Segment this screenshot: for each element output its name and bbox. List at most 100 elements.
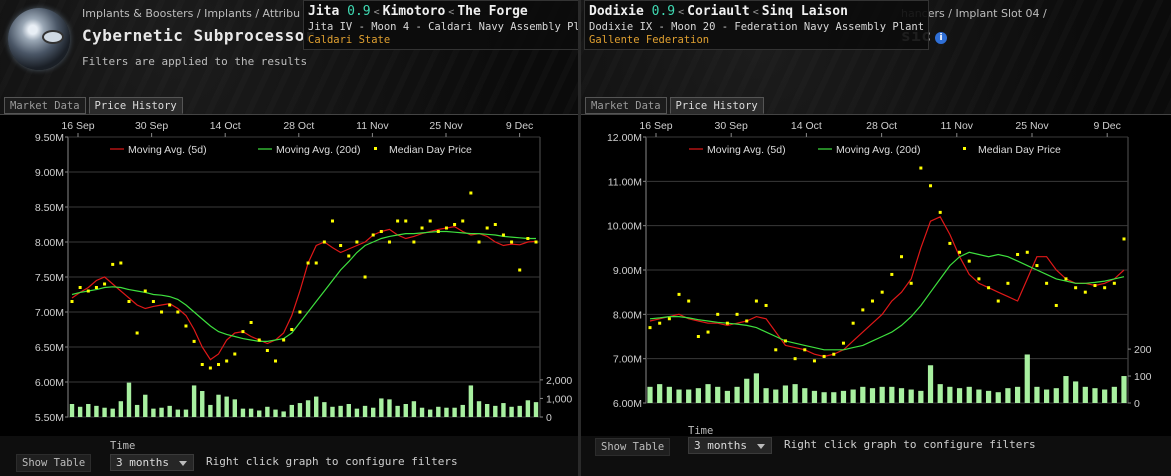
median-price-point (135, 331, 139, 335)
y-tick-label: 5.50M (35, 412, 64, 424)
time-range-select[interactable]: 3 months (688, 437, 772, 454)
median-price-point (948, 241, 952, 245)
tab-price-history[interactable]: Price History (669, 97, 764, 114)
median-price-point (314, 261, 318, 265)
volume-bar (460, 404, 465, 417)
volume-bar (821, 392, 827, 403)
volume-bar (782, 385, 789, 403)
median-price-point (880, 290, 884, 294)
y-tick-label: 11.00M (608, 176, 642, 188)
volume-bar (151, 408, 156, 417)
volume-bar (869, 388, 876, 403)
volume-bar (427, 409, 433, 417)
item-icon[interactable] (8, 8, 70, 70)
median-price-point (1083, 290, 1087, 294)
moving-avg-20d-line (649, 251, 1125, 351)
median-price-point (774, 348, 778, 352)
tab-market-data[interactable]: Market Data (4, 97, 86, 114)
median-price-point (379, 230, 383, 233)
time-range-select[interactable]: 3 months (110, 454, 194, 471)
faction-name[interactable]: Gallente Federation (589, 34, 710, 46)
volume-bar (724, 390, 730, 403)
median-price-point (1093, 284, 1097, 288)
median-price-point (363, 275, 367, 279)
location-overlay-left[interactable]: Jita 0.9 < Kimotoro < The Forge Jita IV - Mo… (303, 0, 604, 50)
system-name[interactable]: Jita (308, 4, 340, 19)
median-price-point (257, 338, 261, 342)
price-history-chart[interactable]: 9.50M 9.00M 8.50M 8.00M 7.50M 7.00M 6.50M 6.00M… (0, 114, 578, 437)
median-price-point (987, 286, 991, 290)
y-tick-label: 8.50M (35, 202, 64, 214)
median-price-point (1006, 281, 1010, 285)
volume-bar (354, 408, 360, 417)
volume-bar (1063, 376, 1069, 403)
x-tick-label: 30 Sep (135, 120, 168, 132)
region-name[interactable]: Sinq Laison (761, 4, 848, 19)
volume-bar (468, 385, 474, 417)
volume-bar (379, 398, 384, 417)
median-price-point (396, 219, 400, 223)
volume-bar (167, 405, 172, 417)
volume-bar (395, 405, 400, 417)
volume-bar (676, 389, 682, 403)
price-history-chart[interactable]: 12.00M 11.00M 10.00M 9.00M 8.00M 7.00M 6.00M 16… (581, 114, 1171, 437)
volume-bar (143, 394, 148, 417)
station-name[interactable]: Dodixie IX - Moon 20 - Federation Navy A… (589, 21, 925, 33)
tab-price-history[interactable]: Price History (88, 97, 183, 114)
show-table-button[interactable]: Show Table (16, 454, 92, 472)
volume-bar (444, 407, 449, 417)
volume-bar (411, 401, 417, 417)
constellation-name[interactable]: Coriault (687, 4, 750, 19)
median-price-point (745, 319, 749, 323)
volume-bar (322, 402, 327, 417)
median-price-point (1064, 277, 1068, 281)
show-table-button[interactable]: Show Table (595, 438, 671, 456)
median-price-point (501, 233, 505, 237)
price-history-svg[interactable]: 9.50M 9.00M 8.50M 8.00M 7.50M 7.00M 6.50M 6.00M… (0, 115, 578, 437)
volume-bar (200, 391, 205, 417)
volume-bar (734, 386, 740, 403)
breadcrumb[interactable]: Implants & Boosters / Implants / Attribu (82, 7, 301, 20)
x-tick-label: 9 Dec (1093, 120, 1120, 132)
median-price-point (306, 261, 310, 265)
median-price-point (322, 240, 326, 244)
volume-bar (509, 406, 514, 417)
volume-bar (966, 386, 972, 403)
x-tick-label: 25 Nov (429, 120, 463, 132)
median-price-point (1035, 264, 1039, 268)
price-history-svg[interactable]: 12.00M 11.00M 10.00M 9.00M 8.00M 7.00M 6.00M 16… (581, 115, 1171, 437)
volume-bar (436, 406, 441, 417)
volume-bar (305, 400, 311, 417)
volume-bar (1082, 386, 1088, 403)
volume-bar (419, 407, 425, 417)
breadcrumb[interactable]: hancers / Implant Slot 04 / (901, 7, 1047, 20)
faction-name[interactable]: Caldari State (308, 34, 391, 46)
chevron-left-icon: < (752, 7, 759, 18)
volume-bar (927, 365, 934, 403)
info-icon[interactable]: i (935, 32, 947, 44)
median-price-point (485, 226, 489, 230)
time-label: Time (688, 425, 714, 437)
median-price-point (298, 310, 302, 314)
volume-bar (387, 399, 392, 417)
median-price-point (1045, 281, 1049, 285)
tab-market-data[interactable]: Market Data (585, 97, 667, 114)
volume-bar (86, 404, 91, 417)
median-price-point (461, 219, 465, 223)
volume-tick-label: 200 (1134, 344, 1152, 356)
station-name[interactable]: Jita IV - Moon 4 - Caldari Navy Assembly… (308, 21, 599, 33)
volume-bar (802, 388, 808, 403)
volume-bar (715, 386, 721, 403)
median-price-point (86, 289, 90, 293)
volume-bar (792, 384, 798, 403)
location-overlay-right[interactable]: Dodixie 0.9 < Coriault < Sinq Laison Dodixie… (584, 0, 930, 50)
median-price-point (151, 300, 155, 303)
volume-bar (918, 390, 924, 403)
median-price-point (687, 299, 691, 303)
system-name[interactable]: Dodixie (589, 4, 644, 19)
constellation-name[interactable]: Kimotoro (382, 4, 446, 19)
x-tick-label: 14 Oct (791, 120, 822, 132)
y-tick-label: 8.00M (35, 237, 64, 249)
y-tick-label: 6.00M (613, 398, 642, 410)
region-name[interactable]: The Forge (457, 4, 528, 19)
